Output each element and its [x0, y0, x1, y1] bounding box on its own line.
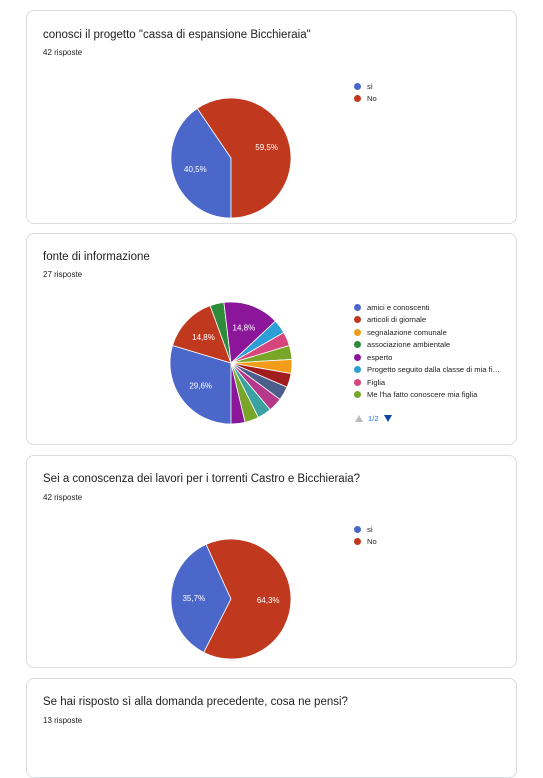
chart-legend: amici e conoscenti articoli di giornale …: [354, 301, 500, 401]
legend-label: No: [367, 537, 377, 547]
question-title: Sei a conoscenza dei lavori per i torren…: [43, 473, 361, 485]
legend-dot-icon: [354, 391, 361, 399]
question-title: fonte di informazione: [43, 251, 150, 263]
question-card-1: conosci il progetto "cassa di espansione…: [26, 10, 517, 224]
legend-dot-icon: [354, 378, 361, 386]
legend-pager: 1/2: [355, 414, 392, 423]
legend-item[interactable]: segnalazione comunale: [354, 326, 500, 339]
question-title: conosci il progetto "cassa di espansione…: [43, 29, 311, 41]
legend-item[interactable]: No: [354, 536, 377, 549]
chart-legend: sì No: [354, 523, 377, 548]
legend-item[interactable]: associazione ambientale: [354, 339, 500, 352]
legend-item[interactable]: sì: [354, 523, 377, 536]
legend-dot-icon: [354, 316, 361, 324]
slice-data-label: 14,8%: [233, 324, 256, 333]
legend-label: Figlia: [367, 377, 386, 387]
legend-item[interactable]: No: [354, 93, 377, 106]
legend-dot-icon: [354, 328, 361, 336]
legend-label: sì: [367, 524, 373, 534]
pager-down-icon[interactable]: [383, 415, 392, 422]
chart-legend: sì No: [354, 80, 377, 105]
question-card-3: Sei a conoscenza dei lavori per i torren…: [26, 455, 517, 668]
pie-slice[interactable]: [170, 543, 232, 653]
legend-item[interactable]: sì: [354, 80, 377, 93]
legend-item[interactable]: amici e conoscenti: [354, 301, 500, 314]
slice-data-label: 59,5%: [255, 143, 278, 152]
pie-slice[interactable]: [196, 97, 292, 219]
question-card-4: Se hai risposto sì alla domanda preceden…: [26, 678, 517, 778]
legend-dot-icon: [354, 366, 361, 374]
slice-data-label: 14,8%: [192, 333, 215, 342]
pie-slice[interactable]: [230, 362, 246, 425]
pager-up-icon[interactable]: [355, 415, 363, 422]
response-count: 13 risposte: [43, 716, 83, 725]
pie-slice[interactable]: [223, 301, 276, 364]
legend-item[interactable]: esperto: [354, 351, 500, 364]
legend-dot-icon: [354, 303, 361, 311]
pie-slice[interactable]: [172, 305, 232, 364]
legend-label: amici e conoscenti: [367, 302, 430, 312]
response-count: 42 risposte: [43, 493, 83, 502]
legend-label: Progetto seguito dalla classe di mia fi…: [367, 365, 500, 375]
legend-label: No: [367, 94, 377, 104]
pie-slice[interactable]: [170, 107, 232, 219]
legend-dot-icon: [354, 82, 361, 90]
pie-chart: 40,5% 59,5%: [170, 97, 292, 219]
pie-chart: 35,7% 64,3%: [170, 538, 292, 660]
legend-item[interactable]: Me l'ha fatto conoscere mia figlia: [354, 389, 500, 402]
pager-page-label: 1/2: [368, 414, 379, 423]
legend-item[interactable]: articoli di giornale: [354, 314, 500, 327]
legend-dot-icon: [354, 538, 361, 546]
legend-label: segnalazione comunale: [367, 327, 447, 337]
legend-label: esperto: [367, 352, 393, 362]
legend-dot-icon: [354, 353, 361, 361]
slice-data-label: 35,7%: [182, 594, 205, 603]
legend-label: associazione ambientale: [367, 340, 451, 350]
legend-dot-icon: [354, 525, 361, 533]
legend-item[interactable]: Figlia: [354, 376, 500, 389]
pie-slice[interactable]: [203, 538, 292, 660]
pie-slice[interactable]: [169, 345, 232, 425]
response-count: 27 risposte: [43, 270, 83, 279]
slice-data-label: 64,3%: [257, 596, 280, 605]
legend-dot-icon: [354, 95, 361, 103]
legend-item[interactable]: Progetto seguito dalla classe di mia fi…: [354, 364, 500, 377]
pie-chart: 29,6% 14,8% 14,8%: [169, 301, 293, 425]
legend-dot-icon: [354, 341, 361, 349]
slice-data-label: 29,6%: [189, 382, 212, 391]
legend-label: articoli di giornale: [367, 315, 427, 325]
question-card-2: fonte di informazione 27 risposte 29,6% 1…: [26, 233, 517, 445]
legend-label: Me l'ha fatto conoscere mia figlia: [367, 390, 478, 400]
legend-label: sì: [367, 81, 373, 91]
response-count: 42 risposte: [43, 48, 83, 57]
question-title: Se hai risposto sì alla domanda preceden…: [43, 696, 348, 708]
slice-data-label: 40,5%: [184, 165, 207, 174]
